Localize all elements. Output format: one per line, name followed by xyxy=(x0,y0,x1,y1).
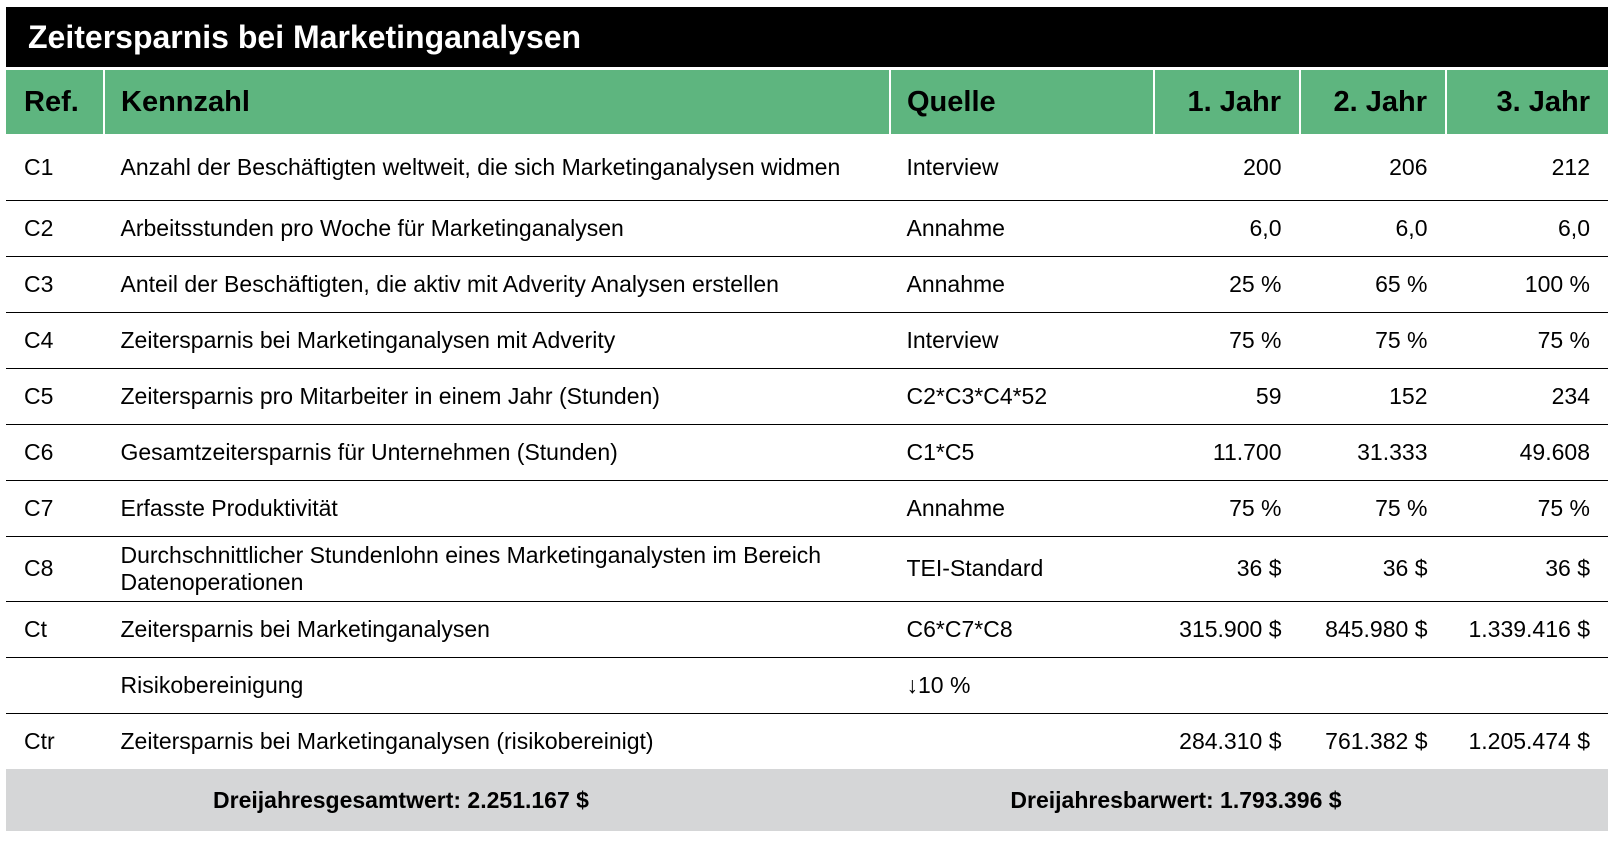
row-metric: Anteil der Beschäftigten, die aktiv mit … xyxy=(103,256,890,313)
row-year1: 75 % xyxy=(1153,480,1300,537)
table-row: C8 Durchschnittlicher Stundenlohn eines … xyxy=(6,536,1608,602)
three-year-total: Dreijahresgesamtwert: 2.251.167 $ xyxy=(213,787,589,813)
header-year2: 2. Jahr xyxy=(1299,67,1446,136)
row-year3: 6,0 xyxy=(1445,200,1608,257)
row-ref: C5 xyxy=(6,368,104,425)
row-year3 xyxy=(1445,657,1608,714)
row-year2: 206 xyxy=(1299,135,1446,201)
table-row: Ct Zeitersparnis bei Marketinganalysen C… xyxy=(6,601,1608,658)
row-source: TEI-Standard xyxy=(889,536,1154,602)
row-metric: Zeitersparnis bei Marketinganalysen mit … xyxy=(103,312,890,369)
row-metric: Zeitersparnis bei Marketinganalysen (ris… xyxy=(103,713,890,769)
row-ref: C6 xyxy=(6,424,104,481)
row-year1: 200 xyxy=(1153,135,1300,201)
three-year-present-value: Dreijahresbarwert: 1.793.396 $ xyxy=(1010,787,1342,813)
row-year3: 75 % xyxy=(1445,480,1608,537)
header-ref: Ref. xyxy=(6,67,104,136)
table-row: C5 Zeitersparnis pro Mitarbeiter in eine… xyxy=(6,368,1608,425)
row-year3: 36 $ xyxy=(1445,536,1608,602)
row-source: C2*C3*C4*52 xyxy=(889,368,1154,425)
header-row: Ref. Kennzahl Quelle 1. Jahr 2. Jahr 3. … xyxy=(6,67,1608,136)
row-year2: 75 % xyxy=(1299,312,1446,369)
data-table: Ref. Kennzahl Quelle 1. Jahr 2. Jahr 3. … xyxy=(6,67,1608,769)
row-ref: C1 xyxy=(6,135,104,201)
header-year1: 1. Jahr xyxy=(1153,67,1300,136)
row-source: Interview xyxy=(889,135,1154,201)
row-source xyxy=(889,713,1154,769)
row-year1: 75 % xyxy=(1153,312,1300,369)
row-metric: Durchschnittlicher Stundenlohn eines Mar… xyxy=(103,536,890,602)
row-year3: 212 xyxy=(1445,135,1608,201)
summary-footer: Dreijahresgesamtwert: 2.251.167 $ Dreija… xyxy=(6,769,1608,831)
row-ref: Ct xyxy=(6,601,104,658)
row-source: C6*C7*C8 xyxy=(889,601,1154,658)
row-year2: 65 % xyxy=(1299,256,1446,313)
row-ref: C2 xyxy=(6,200,104,257)
row-metric: Erfasste Produktivität xyxy=(103,480,890,537)
row-source: Annahme xyxy=(889,200,1154,257)
header-metric: Kennzahl xyxy=(103,67,890,136)
row-source: Interview xyxy=(889,312,1154,369)
row-year2: 31.333 xyxy=(1299,424,1446,481)
table-frame: Zeitersparnis bei Marketinganalysen Ref.… xyxy=(6,7,1608,831)
row-year2: 36 $ xyxy=(1299,536,1446,602)
row-year3: 1.205.474 $ xyxy=(1445,713,1608,769)
row-year3: 100 % xyxy=(1445,256,1608,313)
row-year1: 25 % xyxy=(1153,256,1300,313)
table-row: C7 Erfasste Produktivität Annahme 75 % 7… xyxy=(6,480,1608,537)
row-metric: Gesamtzeitersparnis für Unternehmen (Stu… xyxy=(103,424,890,481)
table-row: C6 Gesamtzeitersparnis für Unternehmen (… xyxy=(6,424,1608,481)
row-source: ↓10 % xyxy=(889,657,1154,714)
header-source: Quelle xyxy=(889,67,1154,136)
row-year1: 59 xyxy=(1153,368,1300,425)
row-year2: 845.980 $ xyxy=(1299,601,1446,658)
row-metric: Zeitersparnis pro Mitarbeiter in einem J… xyxy=(103,368,890,425)
row-year2: 761.382 $ xyxy=(1299,713,1446,769)
row-metric: Arbeitsstunden pro Woche für Marketingan… xyxy=(103,200,890,257)
row-year2: 152 xyxy=(1299,368,1446,425)
row-year1: 36 $ xyxy=(1153,536,1300,602)
table-row: Ctr Zeitersparnis bei Marketinganalysen … xyxy=(6,713,1608,769)
table-row: C4 Zeitersparnis bei Marketinganalysen m… xyxy=(6,312,1608,369)
table-row: C2 Arbeitsstunden pro Woche für Marketin… xyxy=(6,200,1608,257)
row-ref: Ctr xyxy=(24,727,55,754)
row-source: C1*C5 xyxy=(889,424,1154,481)
row-metric: Zeitersparnis bei Marketinganalysen xyxy=(103,601,890,658)
row-year1: 315.900 $ xyxy=(1153,601,1300,658)
table-row: C3 Anteil der Beschäftigten, die aktiv m… xyxy=(6,256,1608,313)
row-year2: 6,0 xyxy=(1299,200,1446,257)
row-ref: C4 xyxy=(6,312,104,369)
row-year3: 75 % xyxy=(1445,312,1608,369)
row-ref: C8 xyxy=(6,536,104,602)
row-metric: Risikobereinigung xyxy=(103,657,890,714)
row-year2: 75 % xyxy=(1299,480,1446,537)
row-year3: 1.339.416 $ xyxy=(1445,601,1608,658)
row-source: Annahme xyxy=(889,480,1154,537)
row-year1 xyxy=(1153,657,1300,714)
table-row: C1 Anzahl der Beschäftigten weltweit, di… xyxy=(6,135,1608,201)
row-ref xyxy=(6,657,104,714)
row-year1: 11.700 xyxy=(1153,424,1300,481)
table-row: Risikobereinigung ↓10 % xyxy=(6,657,1608,714)
row-year1: 284.310 $ xyxy=(1153,713,1300,769)
row-ref: C7 xyxy=(6,480,104,537)
row-year3: 49.608 xyxy=(1445,424,1608,481)
row-year3: 234 xyxy=(1445,368,1608,425)
header-year3: 3. Jahr xyxy=(1445,67,1608,136)
row-metric: Anzahl der Beschäftigten weltweit, die s… xyxy=(103,135,890,201)
table-title: Zeitersparnis bei Marketinganalysen xyxy=(6,7,1608,67)
row-year1: 6,0 xyxy=(1153,200,1300,257)
row-ref: C3 xyxy=(6,256,104,313)
row-source: Annahme xyxy=(889,256,1154,313)
row-year2 xyxy=(1299,657,1446,714)
